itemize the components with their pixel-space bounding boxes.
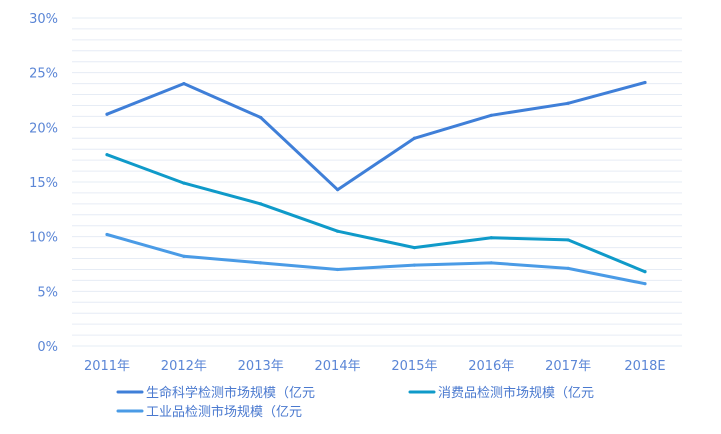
data-point [412, 246, 417, 250]
x-tick-label: 2013年 [238, 359, 284, 374]
x-tick-label: 2018E [624, 359, 665, 374]
data-point [566, 238, 570, 242]
data-point [566, 101, 570, 105]
data-point [182, 181, 186, 185]
data-point [412, 136, 417, 140]
data-point [643, 80, 647, 85]
data-point [566, 266, 570, 270]
data-point [105, 112, 109, 116]
data-point [489, 113, 493, 117]
data-point [105, 232, 109, 237]
y-tick-label: 5% [37, 285, 58, 300]
x-tick-label: 2016年 [468, 359, 514, 374]
y-tick-label: 15% [29, 176, 58, 191]
data-point [489, 236, 493, 240]
data-point [412, 263, 417, 267]
series-line [105, 81, 647, 192]
x-tick-label: 2014年 [315, 359, 361, 374]
y-tick-label: 20% [29, 121, 58, 136]
series-line [105, 153, 647, 274]
data-point [182, 254, 186, 258]
x-tick-label: 2012年 [161, 359, 207, 374]
data-point [259, 115, 263, 120]
x-tick-label: 2015年 [391, 359, 437, 374]
y-tick-label: 0% [37, 340, 58, 355]
y-tick-label: 10% [29, 231, 58, 246]
x-axis-ticks: 2011年 2012年 2013年 2014年 2015年 2016年 2017年 2018E [84, 359, 666, 374]
y-axis-ticks: 0% 5% 10% 15% 20% 25% 30% [29, 12, 58, 355]
data-point [182, 82, 186, 86]
grid-lines [72, 17, 682, 347]
x-tick-label: 2011年 [84, 359, 130, 374]
y-tick-label: 30% [29, 12, 58, 27]
data-point [335, 188, 340, 192]
legend-label: 生命科学检测市场规模（亿元 [146, 385, 315, 401]
data-point [335, 229, 340, 233]
data-point [643, 282, 647, 286]
data-point [105, 153, 109, 157]
y-tick-label: 25% [29, 67, 58, 82]
series-lines [105, 80, 647, 286]
data-point [259, 261, 263, 265]
data-point [643, 270, 647, 274]
legend-label: 消费品检测市场规模（亿元 [438, 385, 594, 401]
data-point [259, 202, 263, 206]
series-line [105, 233, 647, 286]
legend-label: 工业品检测市场规模（亿元 [146, 404, 302, 420]
data-point [335, 267, 340, 272]
data-point [489, 261, 493, 265]
x-tick-label: 2017年 [545, 359, 591, 374]
